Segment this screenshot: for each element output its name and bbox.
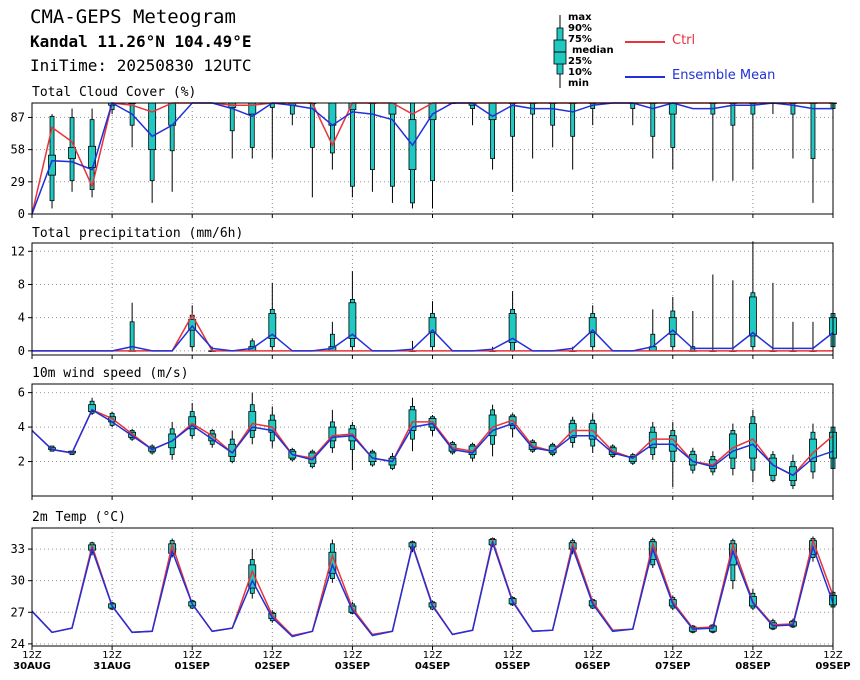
y-tick-label: 4 bbox=[18, 311, 25, 325]
x-date-label: 07SEP bbox=[655, 661, 690, 672]
box-outer bbox=[510, 102, 516, 137]
box-outer bbox=[550, 102, 556, 126]
x-date-label: 03SEP bbox=[335, 661, 370, 672]
panel-1: 0 4 8 12 bbox=[11, 241, 837, 359]
x-hour-label: 12Z bbox=[823, 650, 843, 661]
box-inner bbox=[188, 318, 197, 331]
box-inner bbox=[408, 409, 417, 431]
x-hour-label: 12Z bbox=[263, 650, 283, 661]
y-tick-label: 33 bbox=[11, 542, 25, 556]
y-tick-label: 29 bbox=[11, 175, 25, 189]
x-date-label: 02SEP bbox=[255, 661, 290, 672]
legend-min: min bbox=[568, 78, 589, 89]
box-outer bbox=[349, 102, 355, 187]
panel-title-precip: Total precipitation (mm/6h) bbox=[32, 226, 244, 241]
box-inner bbox=[628, 455, 637, 462]
legend-p75: 75% bbox=[568, 34, 592, 45]
x-hour-label: 12Z bbox=[343, 650, 363, 661]
x-hour-label: 12Z bbox=[22, 650, 42, 661]
box-inner bbox=[248, 411, 257, 431]
box-inner bbox=[428, 317, 437, 333]
x-date-label: 09SEP bbox=[815, 661, 850, 672]
ensemble-mean-line bbox=[31, 408, 834, 477]
legend-box-glyph bbox=[553, 15, 567, 88]
legend-p25: 25% bbox=[568, 56, 592, 67]
box-outer bbox=[730, 102, 736, 126]
legend-max: max bbox=[568, 12, 592, 23]
legend-p90: 90% bbox=[568, 23, 592, 34]
box-inner bbox=[548, 445, 557, 454]
y-tick-label: 6 bbox=[18, 386, 25, 400]
box-outer bbox=[370, 102, 375, 170]
box-inner bbox=[148, 102, 157, 151]
y-tick-label: 2 bbox=[18, 455, 25, 469]
legend-p10: 10% bbox=[568, 67, 592, 78]
box-inner bbox=[668, 435, 677, 452]
legend-mean-line bbox=[625, 76, 665, 78]
legend-mean-label: Ensemble Mean bbox=[672, 68, 776, 83]
box-inner bbox=[328, 102, 337, 126]
panel-3: 24 27 30 33 bbox=[11, 527, 837, 651]
x-date-label: 06SEP bbox=[575, 661, 610, 672]
x-hour-label: 12Z bbox=[583, 650, 603, 661]
y-tick-label: 12 bbox=[11, 244, 25, 258]
ensemble-mean-line bbox=[31, 540, 834, 638]
x-hour-label: 12Z bbox=[182, 650, 202, 661]
panel-title-temp: 2m Temp (°C) bbox=[32, 510, 126, 525]
legend-ctrl-line bbox=[625, 41, 665, 43]
ensemble-mean-line bbox=[31, 101, 833, 215]
y-tick-label: 87 bbox=[11, 110, 25, 124]
box-inner bbox=[248, 564, 257, 589]
x-hour-label: 12Z bbox=[503, 650, 523, 661]
box-inner bbox=[68, 146, 76, 159]
x-hour-label: 12Z bbox=[102, 650, 122, 661]
x-hour-label: 12Z bbox=[423, 650, 443, 661]
legend-median: median bbox=[572, 45, 614, 56]
x-hour-label: 12Z bbox=[663, 650, 683, 661]
init-time-label: IniTime: 20250830 12UTC bbox=[30, 56, 252, 75]
y-tick-label: 27 bbox=[11, 605, 25, 619]
box-inner bbox=[668, 102, 677, 115]
y-tick-label: 8 bbox=[18, 277, 25, 291]
box-inner bbox=[88, 145, 96, 168]
y-tick-label: 0 bbox=[18, 207, 25, 221]
y-tick-label: 4 bbox=[18, 420, 25, 434]
box-inner bbox=[268, 313, 277, 339]
box-outer bbox=[810, 102, 816, 159]
panel-0: 0 29 58 87 bbox=[11, 101, 837, 221]
box-inner bbox=[749, 296, 757, 337]
panel-title-cloud: Total Cloud Cover (%) bbox=[32, 85, 197, 100]
legend-ctrl-label: Ctrl bbox=[672, 33, 696, 48]
box-outer bbox=[390, 102, 395, 187]
panel-2: 2 4 6 bbox=[18, 383, 837, 500]
x-date-label: 04SEP bbox=[415, 661, 450, 672]
chart-title: CMA-GEPS Meteogram bbox=[30, 6, 236, 28]
x-date-label: 30AUG bbox=[13, 661, 51, 672]
box-outer bbox=[570, 102, 576, 137]
x-date-label: 05SEP bbox=[495, 661, 530, 672]
x-date-label: 31AUG bbox=[93, 661, 131, 672]
y-tick-label: 58 bbox=[11, 143, 25, 157]
panel-title-wind: 10m wind speed (m/s) bbox=[32, 366, 189, 381]
box-inner bbox=[588, 317, 597, 333]
y-tick-label: 0 bbox=[18, 344, 25, 358]
y-tick-label: 30 bbox=[11, 574, 25, 588]
box-inner bbox=[668, 317, 677, 335]
x-hour-label: 12Z bbox=[743, 650, 763, 661]
box-inner bbox=[688, 454, 697, 466]
legend-box-labels: max 90% 75% median 25% 10% min bbox=[568, 12, 614, 89]
x-date-label: 01SEP bbox=[175, 661, 210, 672]
y-tick-label: 24 bbox=[11, 637, 25, 651]
x-date-label: 08SEP bbox=[735, 661, 770, 672]
ensemble-mean-line bbox=[32, 324, 834, 352]
box-inner bbox=[348, 302, 357, 339]
location-label: Kandal 11.26°N 104.49°E bbox=[30, 32, 252, 51]
box-inner bbox=[328, 426, 337, 442]
box-inner bbox=[48, 154, 56, 176]
box-inner bbox=[508, 313, 517, 343]
